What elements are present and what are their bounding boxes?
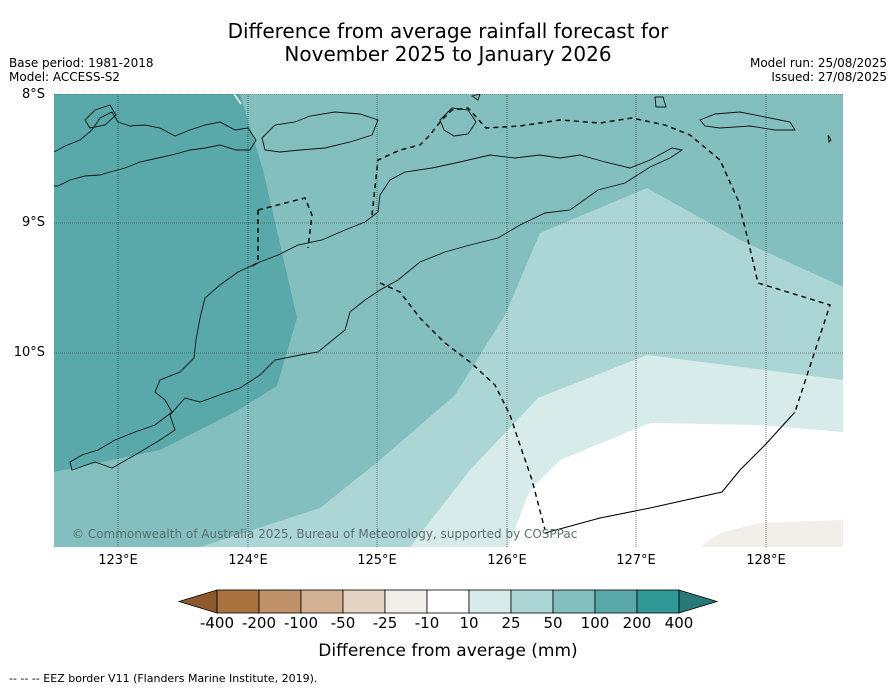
colorbar-tick-label: -25 xyxy=(372,614,398,632)
colorbar-tick-label: 25 xyxy=(501,614,521,632)
lat-label-9s: 9°S xyxy=(21,215,45,230)
colorbar xyxy=(177,589,719,614)
alor-coastline xyxy=(54,111,257,187)
lon-label-128e: 128°E xyxy=(746,553,786,568)
band-100 xyxy=(54,94,297,472)
colorbar-swatch xyxy=(342,589,386,614)
colorbar-swatch xyxy=(468,589,512,614)
lon-label-127e: 127°E xyxy=(616,553,656,568)
colorbar-extend-low xyxy=(177,589,218,614)
colorbar-tick-label: 400 xyxy=(664,614,694,632)
colorbar-swatch xyxy=(258,589,302,614)
title-line-2: November 2025 to January 2026 xyxy=(284,42,612,66)
colorbar-tick-label: -50 xyxy=(330,614,356,632)
model-run-date: Model run: 25/08/2025 xyxy=(749,56,887,70)
lat-label-10s: 10°S xyxy=(13,345,45,360)
island-coastline xyxy=(470,94,481,101)
timor-coastline xyxy=(69,147,684,471)
band-neutral xyxy=(508,423,843,547)
coastlines xyxy=(54,94,832,471)
colorbar-swatch xyxy=(510,589,554,614)
island-coastline xyxy=(654,96,667,108)
colorbar-tick-label: -400 xyxy=(199,614,235,632)
model-info: Base period: 1981-2018 Model: ACCESS-S2 xyxy=(9,56,154,84)
colorbar-extend-high xyxy=(678,589,719,614)
island-coastline xyxy=(439,107,477,137)
colorbar-tick-label: -10 xyxy=(414,614,440,632)
boundary-marker xyxy=(233,94,242,105)
copyright-notice: © Commonwealth of Australia 2025, Bureau… xyxy=(72,527,578,541)
lon-label-123e: 123°E xyxy=(98,553,138,568)
graticule xyxy=(54,94,843,547)
colorbar-swatch xyxy=(216,589,260,614)
colorbar-swatch xyxy=(384,589,428,614)
island-coastline xyxy=(261,111,379,153)
colorbar-title: Difference from average (mm) xyxy=(318,641,578,661)
map-area xyxy=(54,94,843,547)
eez-segment xyxy=(544,411,796,534)
eez-footnote: -- -- -- EEZ border V11 (Flanders Marine… xyxy=(9,672,318,685)
title-line-1: Difference from average rainfall forecas… xyxy=(227,19,669,43)
colorbar-tick-label: -100 xyxy=(283,614,319,632)
band-minus-10 xyxy=(700,520,843,547)
issued-date: Issued: 27/08/2025 xyxy=(771,70,887,84)
island-coastline xyxy=(827,134,832,143)
lon-label-125e: 125°E xyxy=(357,553,397,568)
colorbar-tick-label: 10 xyxy=(459,614,479,632)
colorbar-swatch xyxy=(636,589,680,614)
run-info: Model run: 25/08/2025 Issued: 27/08/2025 xyxy=(750,56,887,84)
colorbar-tick-label: -200 xyxy=(241,614,277,632)
colorbar-swatch xyxy=(552,589,596,614)
lat-label-8s: 8°S xyxy=(21,87,45,102)
colorbar-swatch xyxy=(300,589,344,614)
model-name: Model: ACCESS-S2 xyxy=(9,70,121,84)
colorbar-swatch xyxy=(426,589,470,614)
colorbar-swatch xyxy=(594,589,638,614)
lon-label-126e: 126°E xyxy=(487,553,527,568)
map-title: Difference from average rainfall forecas… xyxy=(0,20,896,66)
colorbar-tick-label: 200 xyxy=(622,614,652,632)
colorbar-tick-label: 50 xyxy=(543,614,563,632)
lon-label-124e: 124°E xyxy=(228,553,268,568)
eez-border xyxy=(249,107,831,531)
island-coastline xyxy=(699,111,796,131)
colorbar-tick-label: 100 xyxy=(580,614,610,632)
base-period: Base period: 1981-2018 xyxy=(9,56,154,70)
island-coastline xyxy=(84,104,117,129)
